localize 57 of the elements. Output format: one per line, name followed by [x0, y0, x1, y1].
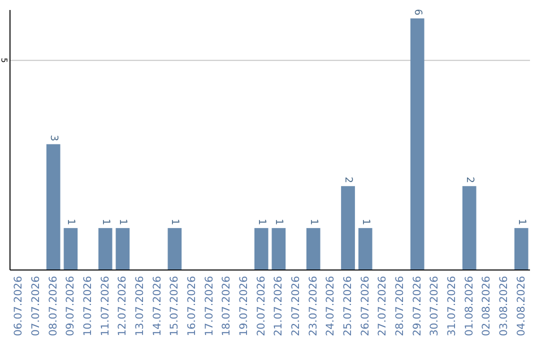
x-tick-label: 19.07.2026 [238, 276, 250, 336]
x-tick-label: 10.07.2026 [82, 276, 94, 336]
data-label: 1 [256, 218, 267, 226]
x-tick-label: 17.07.2026 [203, 276, 216, 336]
x-tick-label: 18.07.2026 [220, 276, 233, 336]
x-tick-label: 14.07.2026 [151, 276, 164, 336]
bar [306, 228, 320, 270]
bar [98, 228, 112, 270]
x-tick-label: 25.07.2026 [342, 276, 354, 336]
bar [358, 228, 372, 270]
x-tick-label: 23.07.2026 [307, 276, 320, 336]
data-label: 6 [412, 9, 423, 16]
data-label: 2 [342, 176, 354, 184]
x-tick-label: 09.07.2026 [64, 276, 77, 336]
x-tick-label: 01.08.2026 [463, 276, 476, 336]
data-label: 1 [360, 218, 371, 226]
bar [410, 18, 424, 270]
data-label: 1 [308, 218, 319, 226]
bar [462, 186, 476, 270]
x-tick-label: 29.07.2026 [411, 276, 424, 336]
data-label: 1 [516, 218, 527, 226]
data-label: 1 [169, 218, 180, 226]
data-label: 1 [65, 218, 76, 226]
x-tick-label: 20.07.2026 [255, 276, 268, 336]
x-tick-label: 04.08.2026 [515, 276, 528, 336]
x-tick-label: 15.07.2026 [168, 276, 181, 336]
x-tick-label: 07.07.2026 [30, 276, 42, 336]
bar [514, 228, 528, 270]
x-tick-label: 06.07.2026 [12, 276, 25, 336]
data-label: 1 [117, 218, 128, 226]
data-label: 3 [48, 134, 59, 142]
x-tick-label: 08.07.2026 [47, 276, 60, 336]
x-tick-label: 27.07.2026 [376, 276, 389, 336]
x-tick-label: 11.07.2026 [99, 276, 112, 336]
x-tick-label: 26.07.2026 [359, 276, 372, 336]
bar [341, 186, 355, 270]
bar [64, 228, 78, 270]
bar [168, 228, 182, 270]
x-tick-label: 12.07.2026 [116, 276, 129, 336]
x-tick-label: 28.07.2026 [394, 276, 406, 336]
x-tick-label: 31.07.2026 [446, 276, 458, 336]
y-tick-label: 5 [0, 58, 8, 63]
data-label: 1 [273, 218, 284, 226]
data-label: 2 [464, 176, 475, 184]
x-tick-label: 21.07.2026 [272, 276, 285, 336]
bar [46, 144, 60, 270]
x-tick-label: 22.07.2026 [290, 276, 302, 336]
x-tick-label: 02.08.2026 [480, 276, 493, 336]
bar [254, 228, 268, 270]
data-label: 1 [100, 218, 111, 226]
x-tick-label: 16.07.2026 [186, 276, 198, 336]
bar [116, 228, 130, 270]
x-tick-label: 03.08.2026 [498, 276, 510, 336]
x-tick-label: 30.07.2026 [428, 276, 441, 336]
x-tick-label: 24.07.2026 [324, 276, 337, 336]
bar [272, 228, 286, 270]
x-tick-label: 13.07.2026 [134, 276, 146, 336]
